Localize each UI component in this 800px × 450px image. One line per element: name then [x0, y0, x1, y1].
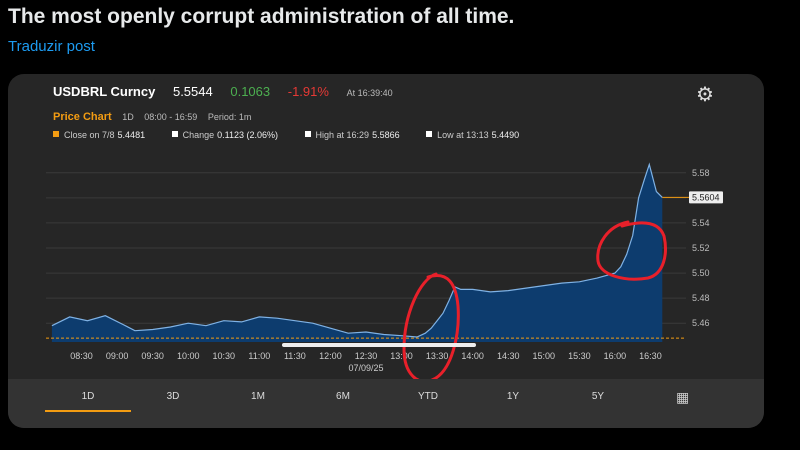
tab-1m[interactable]: 1M: [251, 391, 265, 402]
x-tick-label: 15:30: [568, 351, 591, 361]
percent-change: -1.91%: [287, 84, 329, 99]
y-tick-label: 5.58: [692, 168, 710, 178]
y-tick-label: 5.54: [692, 218, 710, 228]
red-annotations: [402, 220, 667, 379]
legend-label: Low at 13:13: [437, 130, 489, 140]
price-chart-title: Price Chart: [53, 111, 112, 123]
y-tick-label: 5.50: [692, 268, 710, 278]
last-price-tag-label: 5.5604: [692, 192, 720, 202]
legend-value: 0.1123 (2.06%): [217, 130, 278, 140]
chart-image-card[interactable]: USDBRL Curncy 5.5544 0.1063 -1.91% At 16…: [8, 74, 764, 428]
legend-label: Change: [182, 130, 215, 140]
price-chart[interactable]: 5.585.565.545.525.505.485.46 08:3009:000…: [8, 74, 764, 379]
y-tick-label: 5.48: [692, 293, 710, 303]
legend-value: 5.5866: [372, 130, 400, 140]
y-tick-label: 5.46: [692, 318, 710, 328]
last-price-tag-bg: [689, 191, 723, 204]
x-tick-label: 13:30: [426, 351, 449, 361]
legend-swatch: [53, 131, 59, 137]
price-line: [51, 162, 663, 338]
scroll-handle[interactable]: [282, 343, 476, 347]
post-text: The most openly corrupt administration o…: [8, 5, 515, 28]
x-tick-label: 11:00: [248, 351, 270, 361]
tab-5y[interactable]: 5Y: [591, 391, 605, 402]
x-tick-label: 16:00: [604, 351, 627, 361]
x-tick-label: 14:30: [497, 351, 520, 361]
x-tick-label: 10:00: [177, 351, 200, 361]
annotation-circle: [402, 272, 460, 379]
legend-label: Close on 7/8: [64, 130, 115, 140]
calendar-icon[interactable]: ▦: [676, 389, 690, 405]
ticker-label: USDBRL Curncy: [53, 84, 156, 99]
hours-label: 08:00 - 16:59: [144, 112, 198, 122]
annotation-circle: [596, 220, 667, 281]
x-tick-label: 16:30: [639, 351, 662, 361]
quote-time: At 16:39:40: [346, 88, 393, 98]
x-tick-label: 09:30: [141, 351, 164, 361]
legend-swatch: [426, 131, 433, 137]
tab-1y[interactable]: 1Y: [506, 391, 520, 402]
legend-swatch: [171, 131, 178, 137]
legend-item: Low at 13:13 5.4490: [426, 130, 519, 140]
tab-6m[interactable]: 6M: [336, 391, 350, 402]
legend-value: 5.4481: [117, 130, 146, 140]
x-tick-label: 09:00: [106, 351, 129, 361]
period-label: Period: 1m: [207, 112, 252, 122]
x-tick-label: 15:00: [533, 351, 556, 361]
legend-value: 5.4490: [491, 130, 520, 140]
range-tab-bar: 1D 3D 1M 6M YTD 1Y 5Y ▦: [8, 379, 764, 428]
legend-label: High at 16:29: [315, 130, 370, 140]
y-tick-label: 5.52: [692, 243, 710, 253]
tab-3d[interactable]: 3D: [166, 391, 180, 402]
date-label: 07/09/25: [348, 363, 383, 373]
last-price: 5.5544: [172, 84, 213, 99]
last-price-tag: 5.5604: [689, 191, 723, 204]
quote-header: USDBRL Curncy 5.5544 0.1063 -1.91% At 16…: [53, 84, 407, 104]
legend-item: High at 16:29 5.5866: [304, 130, 400, 140]
chart-subheader: Price Chart 1D 08:00 - 16:59 Period: 1m: [53, 111, 259, 123]
legend: Close on 7/8 5.4481 Change 0.1123 (2.06%) …: [53, 130, 543, 140]
range-label: 1D: [122, 112, 134, 122]
x-tick-label: 08:30: [70, 351, 93, 361]
net-change: 0.1063: [230, 84, 271, 99]
x-tick-label: 13:00: [390, 351, 413, 361]
x-tick-label: 11:30: [284, 351, 306, 361]
tab-1d[interactable]: 1D: [45, 391, 131, 412]
legend-swatch: [304, 131, 311, 137]
gear-icon[interactable]: ⚙: [696, 84, 714, 106]
x-tick-label: 10:30: [213, 351, 236, 361]
x-tick-label: 12:30: [355, 351, 378, 361]
translate-post-link[interactable]: Traduzir post: [8, 38, 95, 55]
legend-item: Close on 7/8 5.4481: [53, 130, 145, 140]
x-tick-label: 12:00: [319, 351, 342, 361]
x-axis: 08:30 09:00 09:30 10:00 10:30 11:00 11:30 12:00…: [70, 351, 661, 361]
x-tick-label: 14:00: [461, 351, 484, 361]
legend-item: Change 0.1123 (2.06%): [171, 130, 278, 140]
price-area: [51, 164, 663, 342]
tab-ytd[interactable]: YTD: [418, 391, 438, 402]
